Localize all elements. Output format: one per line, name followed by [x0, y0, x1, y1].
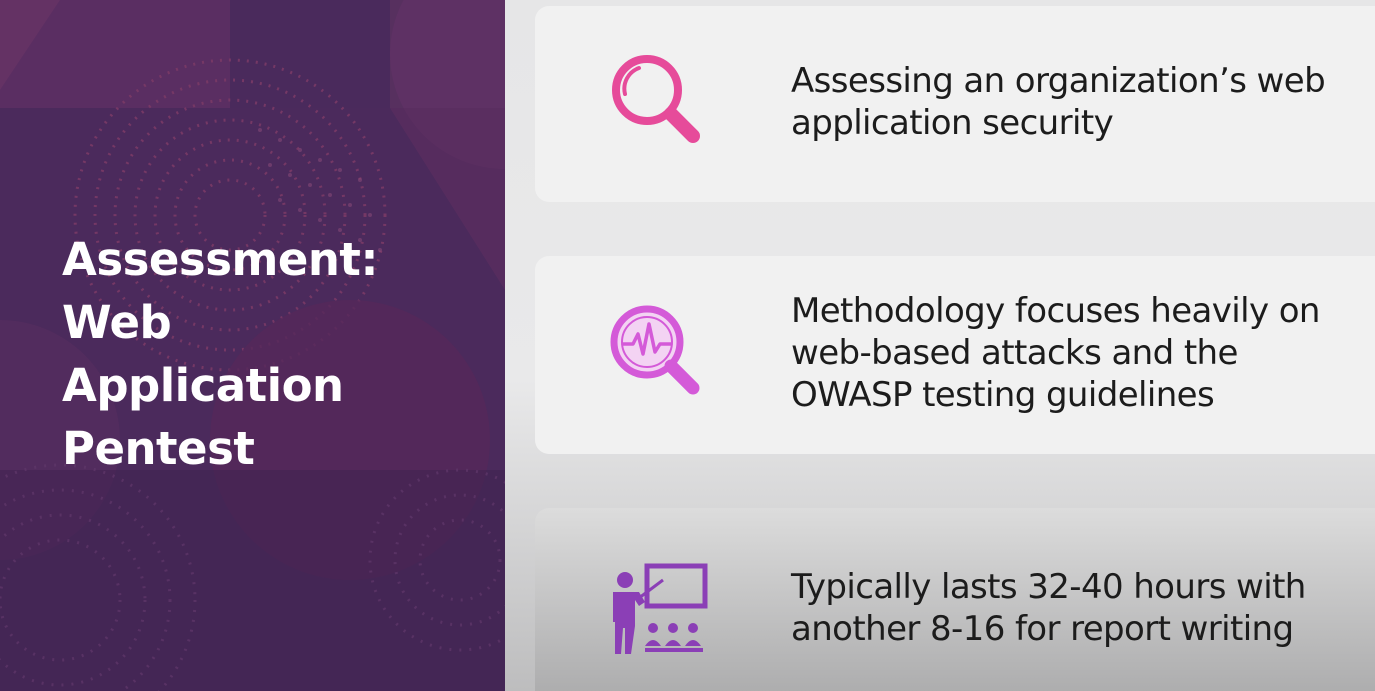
card-line: Assessing an organization’s web — [791, 61, 1326, 101]
card-duration: Typically lasts 32-40 hours with another… — [535, 508, 1375, 691]
heartbeat-magnifier-icon — [610, 305, 700, 395]
card-line: application security — [791, 103, 1114, 143]
title-panel: Assessment: Web Application Pentest — [0, 0, 505, 691]
title-line: Assessment: — [62, 233, 378, 286]
card-line: another 8-16 for report writing — [791, 609, 1294, 649]
background-pattern — [0, 0, 505, 691]
card-text: Methodology focuses heavily on web-based… — [791, 290, 1375, 416]
title-line: Pentest — [62, 422, 255, 475]
magnifier-icon — [612, 55, 700, 143]
card-assessing: Assessing an organization’s web applicat… — [535, 6, 1375, 202]
card-line: OWASP testing guidelines — [791, 375, 1215, 415]
presenter-icon — [613, 563, 708, 654]
card-line: Typically lasts 32-40 hours with — [791, 567, 1306, 607]
card-text: Assessing an organization’s web applicat… — [791, 60, 1375, 144]
slide-title: Assessment: Web Application Pentest — [62, 228, 482, 480]
content-panel: Assessing an organization’s web applicat… — [505, 0, 1375, 691]
card-line: Methodology focuses heavily on — [791, 291, 1320, 331]
card-text: Typically lasts 32-40 hours with another… — [791, 566, 1375, 650]
title-line: Application — [62, 359, 344, 412]
card-methodology: Methodology focuses heavily on web-based… — [535, 256, 1375, 454]
title-line: Web — [62, 296, 172, 349]
card-line: web-based attacks and the — [791, 333, 1238, 373]
